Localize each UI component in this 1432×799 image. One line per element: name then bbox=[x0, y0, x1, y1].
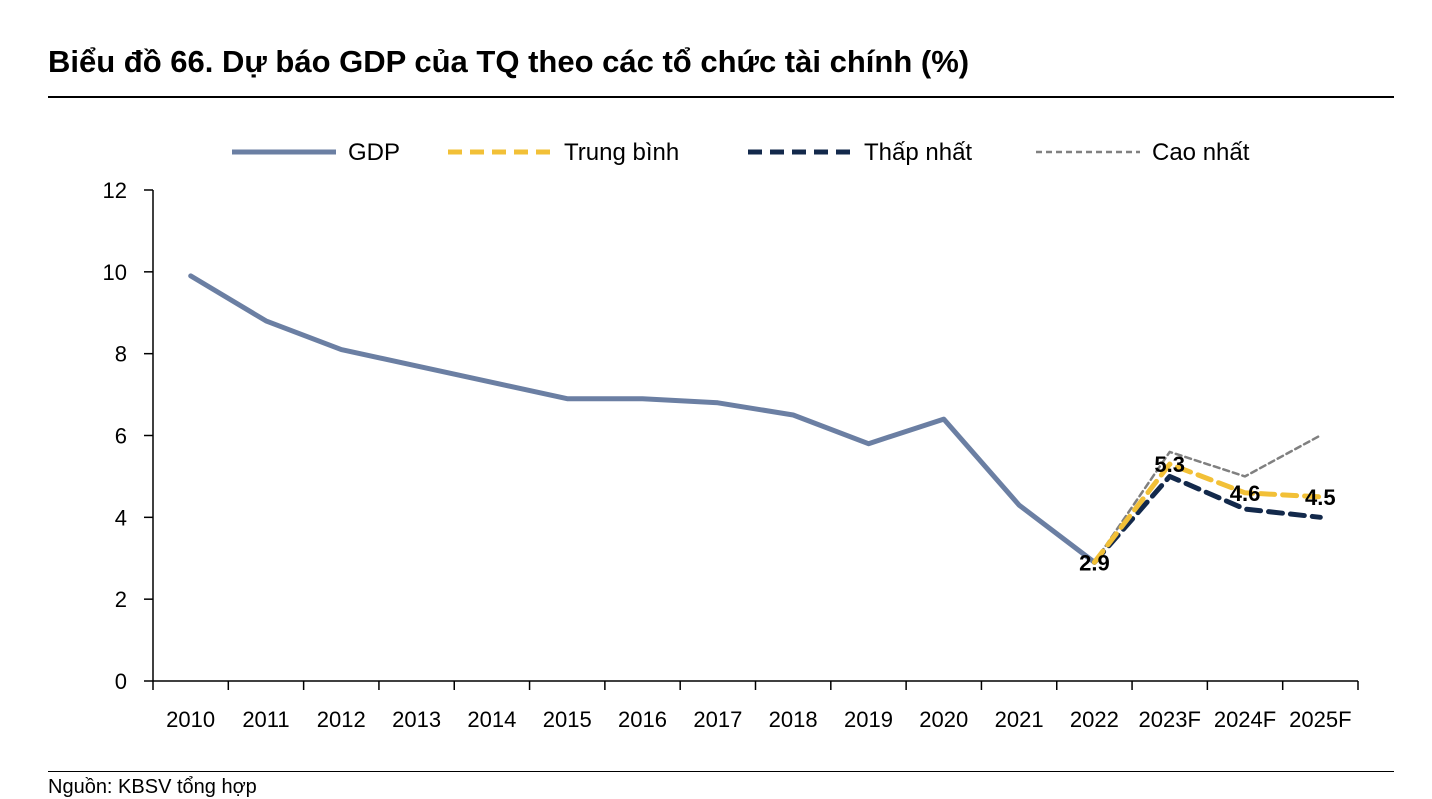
legend-label: Thấp nhất bbox=[864, 139, 972, 166]
data-label: 4.5 bbox=[1305, 485, 1336, 510]
y-tick-label: 4 bbox=[115, 505, 127, 530]
legend: GDP Trung bình Thấp nhất Cao nhất bbox=[232, 139, 1250, 166]
series-line-trung-binh bbox=[1091, 461, 1323, 565]
footer-divider bbox=[48, 771, 1394, 772]
data-label: 2.9 bbox=[1079, 550, 1110, 575]
y-tick-label: 8 bbox=[115, 342, 127, 367]
x-tick-label: 2011 bbox=[242, 707, 289, 732]
y-tick-label: 6 bbox=[115, 424, 127, 449]
data-label: 4.6 bbox=[1230, 481, 1261, 506]
x-tick-label: 2012 bbox=[317, 707, 366, 732]
legend-label: Trung bình bbox=[564, 139, 679, 166]
x-tick-label: 2010 bbox=[166, 707, 215, 732]
chart-title: Biểu đồ 66. Dự báo GDP của TQ theo các t… bbox=[48, 44, 970, 79]
y-tick-label: 10 bbox=[103, 260, 127, 285]
legend-label: Cao nhất bbox=[1152, 139, 1250, 166]
series-line-cao-nhat bbox=[1093, 434, 1322, 564]
source-note: Nguồn: KBSV tổng hợp bbox=[48, 776, 257, 798]
y-tick-label: 12 bbox=[103, 178, 127, 203]
x-tick-label: 2014 bbox=[467, 707, 516, 732]
x-tick-label: 2020 bbox=[919, 707, 968, 732]
x-tick-label: 2021 bbox=[995, 707, 1044, 732]
axes: 0 2 4 6 8 10 12 2010 2011 2012 2013 2014 2015 2016 201… bbox=[103, 178, 1359, 732]
x-tick-label: 2023F bbox=[1139, 707, 1201, 732]
series-lines bbox=[188, 273, 1323, 565]
y-tick-label: 2 bbox=[115, 587, 127, 612]
legend-label: GDP bbox=[348, 139, 400, 166]
x-tick-label: 2016 bbox=[618, 707, 667, 732]
x-tick-label: 2024F bbox=[1214, 707, 1276, 732]
x-tick-label: 2019 bbox=[844, 707, 893, 732]
series-line-gdp bbox=[188, 273, 1097, 565]
y-tick-label: 0 bbox=[115, 669, 127, 694]
x-tick-label: 2025F bbox=[1289, 707, 1351, 732]
x-tick-label: 2017 bbox=[693, 707, 742, 732]
x-tick-label: 2022 bbox=[1070, 707, 1119, 732]
data-labels: 2.9 5.3 4.6 4.5 bbox=[1079, 452, 1336, 575]
x-tick-label: 2013 bbox=[392, 707, 441, 732]
x-tick-label: 2015 bbox=[543, 707, 592, 732]
series-line-thap-nhat bbox=[1091, 473, 1323, 565]
title-divider bbox=[48, 96, 1394, 98]
x-tick-label: 2018 bbox=[769, 707, 818, 732]
data-label: 5.3 bbox=[1154, 452, 1185, 477]
